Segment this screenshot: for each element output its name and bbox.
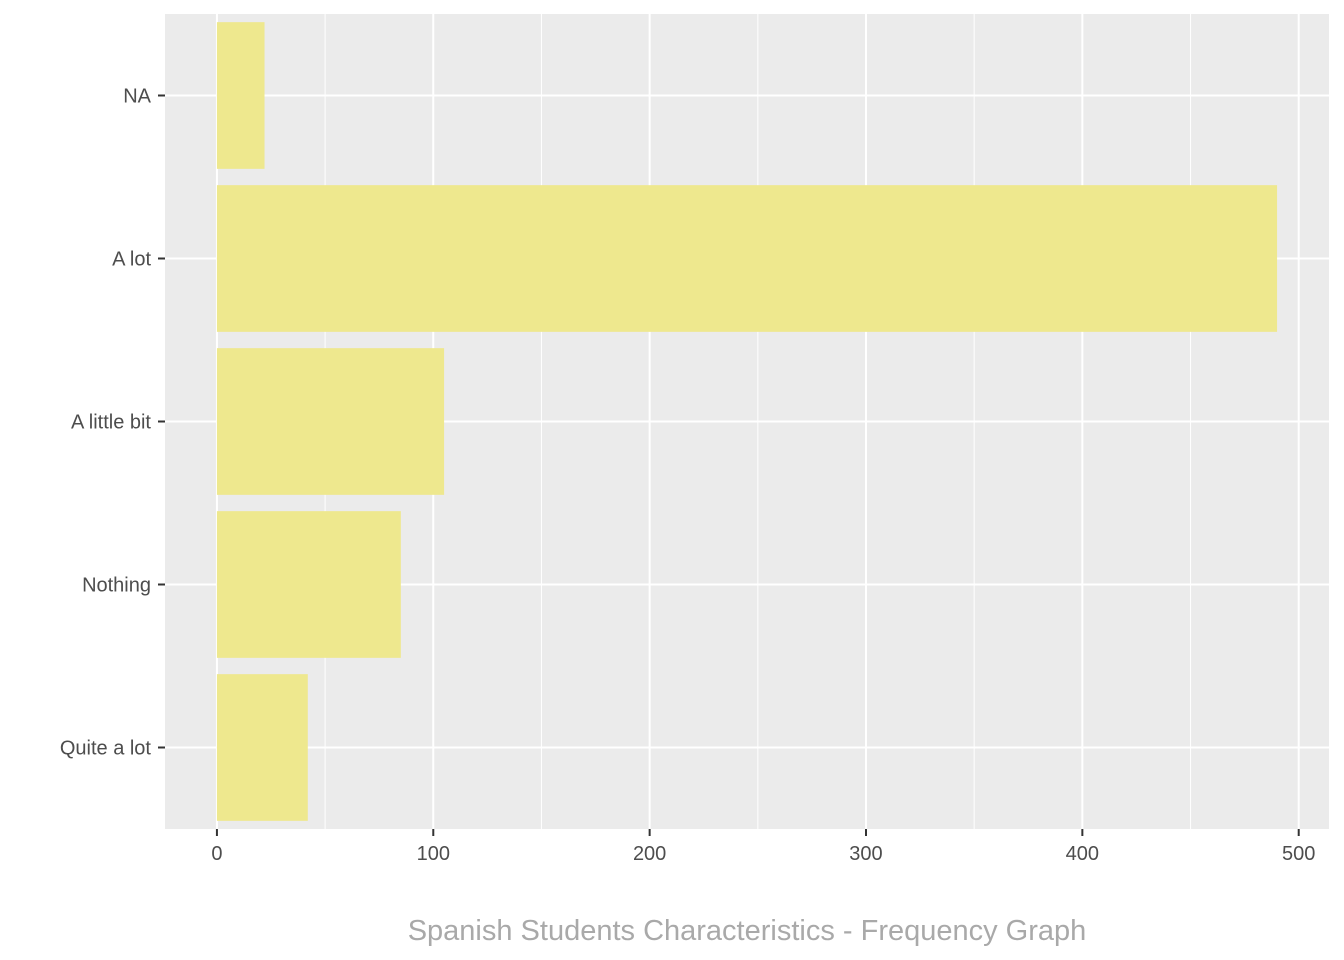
y-tick-label: A little bit: [71, 412, 151, 434]
x-tick-label: 300: [849, 843, 882, 865]
y-tick-label: A lot: [112, 249, 151, 271]
y-tick-label: NA: [123, 86, 151, 108]
y-tick-label: Nothing: [82, 575, 151, 597]
x-tick-label: 0: [211, 843, 222, 865]
x-axis: 0 100 200 300 400 500: [211, 829, 1315, 865]
x-tick-label: 500: [1282, 843, 1315, 865]
bar-a-little-bit: [216, 348, 445, 495]
y-tick-label: Quite a lot: [60, 738, 152, 760]
x-axis-label: Spanish Students Characteristics - Frequ…: [408, 915, 1087, 947]
major-gridlines: [165, 14, 1329, 829]
x-tick-label: 200: [633, 843, 666, 865]
bar-quite-a-lot: [216, 674, 308, 821]
x-tick-label: 100: [417, 843, 450, 865]
bar-na: [216, 22, 265, 169]
x-tick-label: 400: [1066, 843, 1099, 865]
y-axis: NA A lot A little bit Nothing Quite a lot: [60, 86, 165, 760]
bar-a-lot: [216, 185, 1278, 332]
bar-nothing: [216, 511, 401, 658]
bars: [216, 22, 1278, 821]
